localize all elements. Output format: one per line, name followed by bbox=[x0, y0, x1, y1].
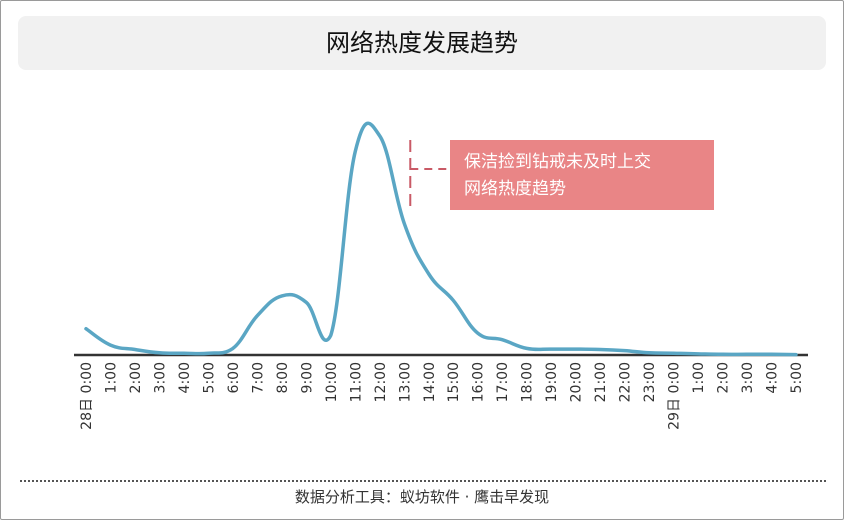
day-marker-label: 28日 bbox=[79, 398, 95, 430]
x-tick-label: 9:00 bbox=[299, 362, 315, 393]
x-tick-label: 21:00 bbox=[593, 362, 609, 402]
x-tick-label: 10:00 bbox=[324, 362, 340, 402]
x-tick-label: 23:00 bbox=[642, 362, 658, 402]
x-tick-label: 11:00 bbox=[348, 362, 364, 402]
x-tick-label: 16:00 bbox=[471, 362, 487, 402]
chart-title: 网络热度发展趋势 bbox=[326, 29, 518, 57]
x-tick-label: 17:00 bbox=[495, 362, 511, 402]
annotation-box bbox=[450, 140, 714, 210]
annotation-text: 保洁捡到钻戒未及时上交 bbox=[464, 152, 651, 172]
x-tick-label: 5:00 bbox=[789, 362, 805, 393]
title-bar: 网络热度发展趋势 bbox=[18, 16, 826, 70]
x-tick-label: 18:00 bbox=[520, 362, 536, 402]
x-tick-label: 2:00 bbox=[716, 362, 732, 393]
x-tick-label: 15:00 bbox=[446, 362, 462, 402]
x-tick-label: 1:00 bbox=[691, 362, 707, 393]
day-marker-label: 29日 bbox=[667, 398, 683, 430]
x-tick-label: 13:00 bbox=[397, 362, 413, 402]
x-tick-label: 4:00 bbox=[765, 362, 781, 393]
x-tick-label: 8:00 bbox=[275, 362, 291, 393]
x-tick-label: 20:00 bbox=[569, 362, 585, 402]
x-tick-label: 0:00 bbox=[79, 362, 95, 393]
series-line bbox=[84, 121, 798, 357]
x-tick-label: 5:00 bbox=[201, 362, 217, 393]
line-chart: 0:00 1:00 2:00 3:00 4:00 5:00 6:00 7:00 8:00 9:00… bbox=[74, 121, 808, 430]
x-tick-label: 3:00 bbox=[740, 362, 756, 393]
x-tick-label: 7:00 bbox=[250, 362, 266, 393]
x-tick-label: 3:00 bbox=[152, 362, 168, 393]
x-tick-label: 1:00 bbox=[103, 362, 119, 393]
footer-divider bbox=[20, 480, 826, 482]
footer-source: 数据分析工具：蚁坊软件 · 鹰击早发现 bbox=[294, 488, 550, 506]
x-tick-label: 0:00 bbox=[667, 362, 683, 393]
x-tick-label: 6:00 bbox=[226, 362, 242, 393]
x-tick-label: 2:00 bbox=[128, 362, 144, 393]
x-tick-label: 4:00 bbox=[177, 362, 193, 393]
x-tick-label: 14:00 bbox=[422, 362, 438, 402]
annotation-text: 网络热度趋势 bbox=[464, 179, 566, 199]
x-tick-label: 12:00 bbox=[373, 362, 389, 402]
x-tick-label: 22:00 bbox=[618, 362, 634, 402]
x-tick-label: 19:00 bbox=[544, 362, 560, 402]
